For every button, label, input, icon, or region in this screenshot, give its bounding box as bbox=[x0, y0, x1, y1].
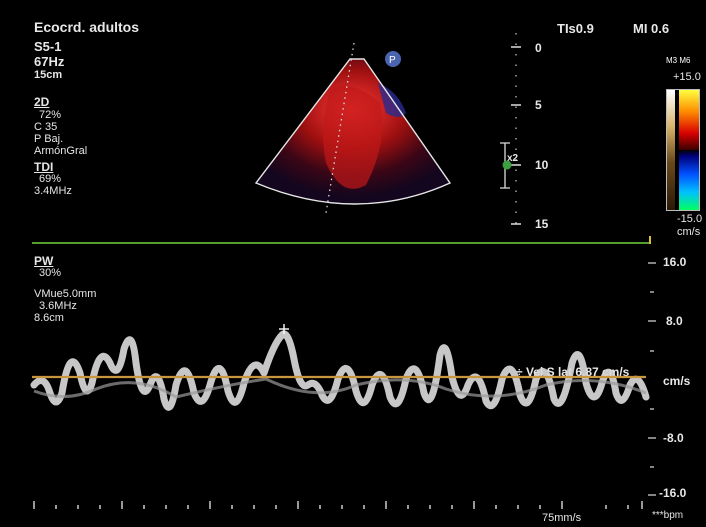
doppler-tick-label: -16.0 bbox=[659, 486, 687, 500]
measurement-cursor-icon bbox=[279, 324, 289, 334]
gain-pw: 30% bbox=[39, 267, 62, 279]
sector-outline bbox=[254, 58, 452, 205]
mechanical-index: MI 0.6 bbox=[633, 21, 670, 36]
section-tdi-title: TDI bbox=[34, 160, 54, 174]
doppler-tick-label: 16.0 bbox=[663, 255, 687, 269]
doppler-scale-unit: cm/s bbox=[663, 374, 691, 388]
depth-tick-label: 0 bbox=[535, 41, 542, 55]
colorbar-maps: M3 M6 bbox=[666, 56, 691, 65]
tissue-grayscale-map bbox=[667, 90, 675, 210]
focus-zone-label: x2 bbox=[507, 153, 519, 164]
gain-tdi: 69% bbox=[39, 173, 62, 185]
colorbar-top-value: +15.0 bbox=[673, 71, 701, 83]
measurement-marker-icon: ÷ bbox=[516, 365, 523, 379]
frequency-tdi: 3.4MHz bbox=[34, 185, 72, 197]
doppler-cursor-line bbox=[325, 42, 355, 214]
doppler-tick-label: -8.0 bbox=[663, 431, 684, 445]
spectral-doppler-fill bbox=[33, 377, 647, 399]
depth-tick-label: 15 bbox=[535, 217, 549, 231]
doppler-tick-label: 8.0 bbox=[666, 314, 683, 328]
ultrasound-display: Ecocrd. adultos TIs0.9 MI 0.6 S5-1 67Hz … bbox=[26, 13, 706, 527]
focus-marker-icon bbox=[502, 160, 512, 170]
preset-name: Ecocrd. adultos bbox=[34, 19, 140, 35]
orientation-marker-letter: P bbox=[389, 55, 396, 66]
depth-tick-label: 5 bbox=[535, 98, 542, 112]
frequency-pw: 3.6MHz bbox=[39, 300, 77, 312]
gain-2d: 72% bbox=[39, 109, 62, 121]
frame-rate: 67Hz bbox=[34, 54, 65, 69]
compress-2d: C 35 bbox=[34, 121, 58, 133]
measurement-value: 6.87 cm/s bbox=[575, 365, 630, 379]
velocity-colorbar bbox=[666, 89, 700, 211]
colorbar-unit: cm/s bbox=[677, 226, 701, 238]
sweep-speed: 75mm/s bbox=[542, 512, 582, 524]
harmonic-2d: ArmónGral bbox=[34, 145, 88, 157]
depth-pw: 8.6cm bbox=[34, 312, 64, 324]
heart-rate: ***bpm bbox=[652, 510, 684, 521]
depth-tick-label: 10 bbox=[535, 158, 549, 172]
colorbar-bottom-value: -15.0 bbox=[677, 213, 703, 225]
imaging-graphics: P bbox=[30, 33, 656, 509]
spectral-doppler-waveform bbox=[30, 330, 650, 411]
time-axis-ticks bbox=[33, 501, 643, 509]
power-2d: P Baj. bbox=[34, 133, 64, 145]
thermal-index: TIs0.9 bbox=[557, 21, 594, 36]
section-2d-title: 2D bbox=[34, 95, 50, 109]
depth-setting: 15cm bbox=[34, 69, 63, 81]
orientation-marker-icon bbox=[385, 51, 401, 67]
transducer-name: S5-1 bbox=[34, 39, 62, 54]
color-doppler-flow bbox=[323, 85, 383, 189]
velocity-color-map bbox=[679, 90, 699, 210]
section-pw-title: PW bbox=[34, 254, 54, 268]
sample-volume: VMue5.0mm bbox=[34, 288, 97, 300]
